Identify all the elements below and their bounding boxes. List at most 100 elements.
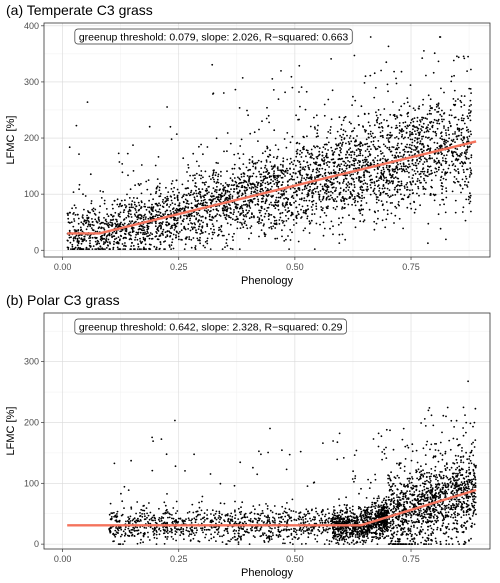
data-point xyxy=(310,206,313,208)
data-point xyxy=(173,197,176,200)
data-point xyxy=(84,222,87,225)
data-point xyxy=(360,208,363,211)
data-point xyxy=(215,522,217,525)
data-point xyxy=(90,202,93,205)
data-point xyxy=(353,184,356,186)
data-point xyxy=(317,124,319,127)
data-point xyxy=(173,217,176,220)
data-point xyxy=(408,124,411,127)
data-point xyxy=(373,96,376,99)
data-point xyxy=(157,230,160,232)
data-point xyxy=(291,175,293,178)
data-point xyxy=(276,166,279,169)
data-point xyxy=(427,124,430,126)
data-point xyxy=(270,214,273,216)
data-point xyxy=(325,156,328,159)
data-point xyxy=(192,174,195,177)
data-point xyxy=(130,227,133,230)
data-point xyxy=(446,406,449,409)
data-point xyxy=(362,189,365,192)
data-point xyxy=(428,173,431,176)
data-point xyxy=(468,109,470,111)
data-point xyxy=(346,156,349,159)
data-point xyxy=(363,196,366,199)
data-point xyxy=(426,160,428,163)
data-point xyxy=(361,144,364,147)
data-point xyxy=(224,246,226,249)
data-point xyxy=(234,539,237,541)
data-point xyxy=(365,129,367,132)
data-point xyxy=(192,193,194,196)
data-point xyxy=(330,220,333,223)
data-point xyxy=(360,204,363,207)
data-point xyxy=(385,176,387,179)
data-point xyxy=(472,512,475,515)
data-point xyxy=(188,533,191,536)
data-point xyxy=(244,204,247,206)
data-point xyxy=(308,166,310,169)
data-point xyxy=(243,175,245,178)
data-point xyxy=(224,186,227,189)
data-point xyxy=(343,207,345,210)
data-point xyxy=(310,183,313,186)
data-point xyxy=(227,532,229,535)
data-point xyxy=(469,130,472,133)
data-point xyxy=(402,165,405,168)
data-point xyxy=(196,203,199,206)
data-point xyxy=(447,140,449,143)
data-point xyxy=(235,181,238,184)
data-point xyxy=(338,153,340,156)
data-point xyxy=(367,112,370,115)
data-point xyxy=(231,167,234,170)
data-point xyxy=(190,222,192,224)
data-point xyxy=(295,155,298,158)
data-point xyxy=(173,224,176,227)
data-point xyxy=(324,515,326,518)
data-point xyxy=(234,500,236,503)
data-point xyxy=(232,173,234,176)
data-point xyxy=(220,224,223,227)
data-point xyxy=(121,229,124,231)
data-point xyxy=(286,169,289,172)
data-point xyxy=(78,153,80,156)
data-point xyxy=(249,182,252,185)
data-point xyxy=(414,208,417,211)
data-point xyxy=(78,183,81,186)
data-point xyxy=(268,226,271,229)
data-point xyxy=(396,188,399,191)
data-point xyxy=(299,105,301,108)
data-point xyxy=(123,209,126,211)
data-point xyxy=(231,180,234,182)
data-point xyxy=(392,182,394,184)
data-point xyxy=(146,188,149,191)
data-point xyxy=(463,152,466,155)
data-point xyxy=(437,102,440,105)
data-point xyxy=(231,515,234,518)
data-point xyxy=(253,216,255,219)
data-point xyxy=(455,178,458,180)
data-point xyxy=(464,184,466,186)
data-point xyxy=(142,227,145,230)
data-point xyxy=(427,481,430,483)
data-point xyxy=(441,138,444,141)
data-point xyxy=(348,161,351,163)
data-point xyxy=(269,522,271,525)
data-point xyxy=(396,518,399,521)
data-point xyxy=(68,146,71,149)
data-point xyxy=(369,481,372,484)
data-point xyxy=(318,174,320,177)
data-point xyxy=(341,233,344,236)
data-point xyxy=(286,172,289,175)
data-point xyxy=(380,435,383,438)
data-point xyxy=(302,166,304,169)
data-point xyxy=(308,168,311,171)
data-point xyxy=(187,213,190,216)
data-point xyxy=(140,192,143,195)
data-point xyxy=(119,230,122,233)
data-point xyxy=(215,137,218,140)
data-point xyxy=(73,204,76,207)
data-point xyxy=(67,217,70,220)
data-point xyxy=(304,212,306,214)
data-point xyxy=(386,209,389,212)
data-point xyxy=(126,193,128,196)
